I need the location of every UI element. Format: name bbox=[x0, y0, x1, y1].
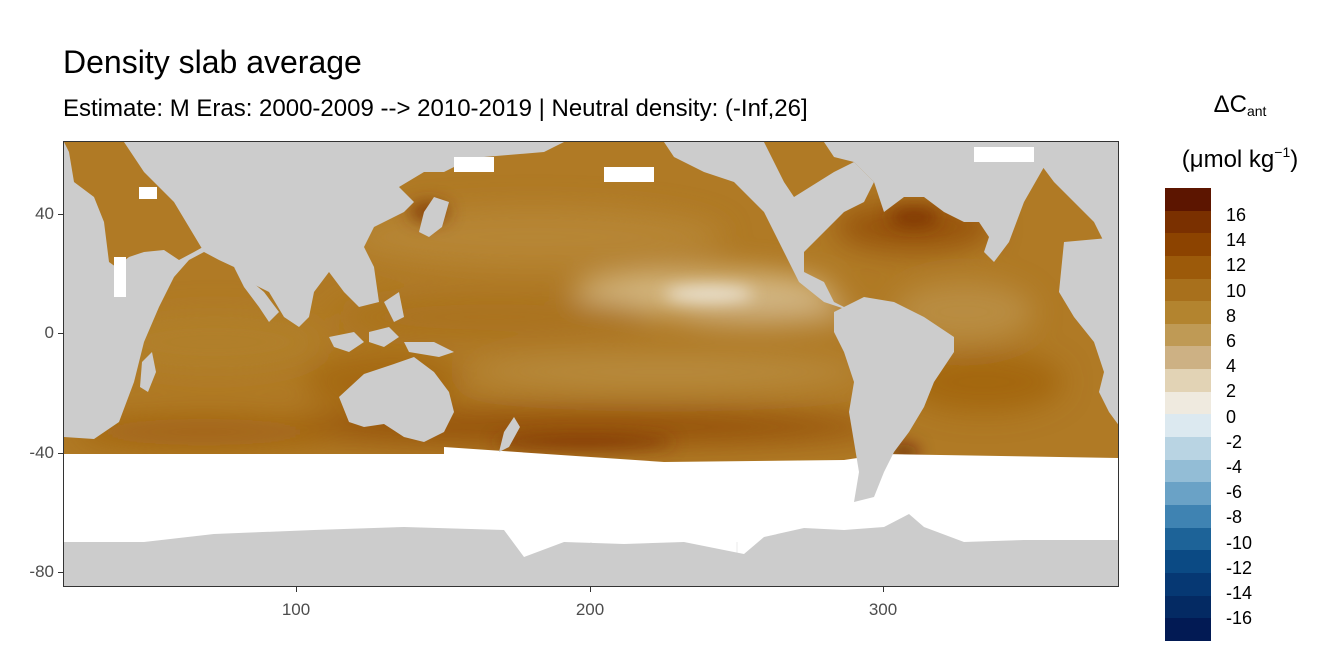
legend-swatch bbox=[1165, 504, 1211, 528]
legend-label: 4 bbox=[1226, 356, 1237, 377]
y-tick-mark bbox=[58, 572, 63, 573]
land-europe bbox=[1024, 142, 1118, 242]
map-panel bbox=[63, 141, 1119, 587]
land-sumatra bbox=[329, 332, 364, 352]
map-svg bbox=[64, 142, 1118, 586]
x-tick-mark bbox=[590, 587, 591, 592]
land-philippines bbox=[384, 292, 404, 322]
legend-swatch bbox=[1165, 527, 1211, 551]
legend-swatch bbox=[1165, 550, 1211, 573]
land-southamerica bbox=[834, 297, 954, 502]
land-northamerica bbox=[664, 142, 874, 312]
no-data-patches bbox=[114, 147, 1034, 297]
y-tick-mark bbox=[58, 333, 63, 334]
legend-label: 12 bbox=[1226, 255, 1247, 276]
legend-swatch bbox=[1165, 437, 1211, 460]
legend-unit-sup: −1 bbox=[1274, 144, 1291, 160]
land-india bbox=[234, 267, 279, 322]
legend-swatch bbox=[1165, 323, 1211, 347]
land-masses bbox=[64, 142, 1118, 586]
legend-swatch bbox=[1165, 459, 1211, 483]
land-newguinea bbox=[404, 342, 454, 357]
y-tick-label: 0 bbox=[44, 323, 54, 342]
legend-label: 16 bbox=[1226, 205, 1247, 225]
land-antarctica bbox=[64, 514, 1118, 586]
land-canada-greenland bbox=[824, 142, 1118, 262]
legend-label: -14 bbox=[1226, 583, 1253, 603]
legend-title-sub: ant bbox=[1246, 103, 1267, 119]
legend-label: 2 bbox=[1226, 381, 1237, 402]
y-tick-mark bbox=[58, 453, 63, 454]
legend-label: -6 bbox=[1226, 482, 1243, 503]
legend-colorbar bbox=[1165, 188, 1211, 641]
legend-swatch bbox=[1165, 618, 1211, 641]
legend-title-main: ΔC bbox=[1213, 91, 1247, 118]
legend-swatch bbox=[1165, 346, 1211, 370]
legend-label: 10 bbox=[1226, 280, 1247, 301]
legend-label: -12 bbox=[1226, 557, 1253, 578]
chart-subtitle: Estimate: M Eras: 2000-2009 --> 2010-201… bbox=[63, 95, 808, 122]
legend-title: ΔCant bbox=[1150, 90, 1330, 126]
legend-swatch bbox=[1165, 301, 1211, 324]
legend-swatch bbox=[1165, 188, 1211, 211]
y-tick-mark bbox=[58, 214, 63, 215]
legend-label: 14 bbox=[1226, 230, 1247, 251]
legend-label: -10 bbox=[1226, 532, 1253, 553]
x-tick-mark bbox=[296, 587, 297, 592]
legend-label: 0 bbox=[1226, 406, 1237, 427]
land-australia bbox=[339, 357, 454, 442]
legend-swatch bbox=[1165, 369, 1211, 392]
legend-swatch bbox=[1165, 414, 1211, 438]
land-newzealand bbox=[499, 417, 520, 452]
x-tick-label: 100 bbox=[281, 600, 311, 619]
x-tick-label: 200 bbox=[575, 600, 605, 619]
legend-label: -16 bbox=[1226, 608, 1253, 629]
legend-label: 8 bbox=[1226, 305, 1237, 326]
legend-swatch bbox=[1165, 482, 1211, 505]
x-tick-mark bbox=[883, 587, 884, 592]
legend-swatch bbox=[1165, 233, 1211, 256]
land-japan bbox=[419, 197, 449, 237]
y-tick-label: -80 bbox=[29, 562, 54, 581]
y-tick-label: -40 bbox=[29, 443, 54, 462]
legend-label: 6 bbox=[1226, 331, 1237, 351]
land-africa-east bbox=[1059, 237, 1118, 425]
land-borneo bbox=[369, 327, 399, 347]
legend-swatch bbox=[1165, 210, 1211, 234]
legend-swatch bbox=[1165, 391, 1211, 415]
legend-unit: (μmol kg−1) bbox=[1150, 137, 1330, 175]
land-madagascar bbox=[140, 352, 156, 392]
legend-swatch bbox=[1165, 595, 1211, 619]
legend-label: -2 bbox=[1226, 431, 1243, 452]
y-tick-label: 40 bbox=[35, 204, 54, 223]
legend-swatch bbox=[1165, 255, 1211, 279]
land-asia bbox=[124, 142, 564, 327]
legend-label: -4 bbox=[1226, 457, 1243, 477]
legend-label: -8 bbox=[1226, 507, 1243, 528]
land-africa bbox=[64, 142, 212, 439]
legend-unit-prefix: (μmol kg bbox=[1181, 146, 1275, 173]
legend-swatch bbox=[1165, 572, 1211, 596]
legend-swatch bbox=[1165, 278, 1211, 302]
chart-title: Density slab average bbox=[63, 44, 362, 80]
x-tick-label: 300 bbox=[868, 600, 898, 619]
legend-unit-suffix: ) bbox=[1290, 146, 1299, 173]
no-data-south bbox=[64, 447, 1118, 542]
